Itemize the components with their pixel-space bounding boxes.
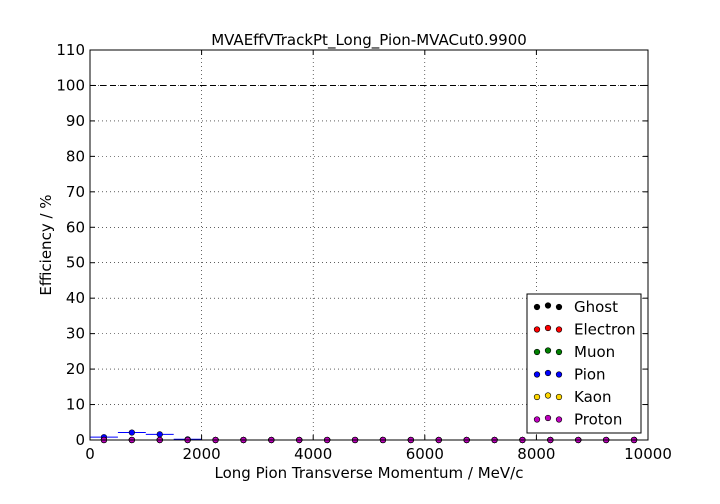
legend-label: Proton: [574, 411, 622, 429]
legend-marker: [555, 393, 563, 401]
legend-marker: [555, 371, 563, 378]
legend-marker: [544, 392, 552, 399]
legend-marker: [533, 303, 541, 311]
legend-marker: [544, 347, 552, 354]
legend-marker: [533, 326, 541, 333]
y-tick-label: 50: [66, 254, 85, 272]
y-tick-label: 20: [66, 360, 85, 378]
legend-item-muon: Muon: [533, 343, 615, 361]
data-point: [128, 429, 135, 436]
legend-marker: [555, 326, 563, 333]
y-axis-title: Efficiency / %: [37, 194, 55, 295]
x-tick-label: 2000: [183, 445, 221, 463]
legend-label: Kaon: [574, 388, 611, 406]
y-tick-label: 60: [66, 218, 85, 236]
legend-marker: [555, 348, 563, 356]
x-tick-label: 8000: [517, 445, 555, 463]
y-tick-label: 110: [56, 41, 85, 59]
x-tick-label: 4000: [294, 445, 332, 463]
y-tick-label: 90: [66, 112, 85, 130]
legend-label: Muon: [574, 343, 615, 361]
legend-label: Electron: [574, 321, 636, 339]
legend: Ghost Electron Muon Pion Kaon Proton: [526, 293, 642, 434]
y-tick-label: 80: [66, 147, 85, 165]
legend-marker: [544, 302, 552, 309]
legend-label: Pion: [574, 366, 606, 384]
legend-label: Ghost: [574, 298, 618, 316]
y-tick-label: 70: [66, 183, 85, 201]
legend-marker: [555, 303, 563, 311]
axis-ticks: 0 2000 4000 6000 8000 10000 0 10 20 30 40 50 60 70 80 9…: [56, 41, 672, 463]
y-tick-label: 100: [56, 76, 85, 94]
y-tick-label: 40: [66, 289, 85, 307]
legend-item-kaon: Kaon: [533, 388, 611, 406]
x-tick-label: 10000: [624, 445, 672, 463]
legend-marker: [544, 369, 552, 377]
data-point: [156, 431, 163, 438]
legend-marker: [544, 414, 552, 422]
legend-marker: [533, 348, 541, 356]
legend-box: [526, 293, 642, 434]
legend-item-pion: Pion: [533, 366, 606, 384]
legend-item-proton: Proton: [533, 411, 622, 429]
legend-marker: [533, 393, 541, 401]
x-axis-title: Long Pion Transverse Momentum / MeV/c: [215, 464, 524, 482]
legend-marker: [533, 371, 541, 378]
legend-marker: [555, 416, 563, 423]
y-tick-label: 0: [75, 431, 85, 449]
legend-item-ghost: Ghost: [533, 298, 618, 316]
legend-item-electron: Electron: [533, 321, 636, 339]
x-tick-label: 6000: [406, 445, 444, 463]
legend-marker: [544, 324, 552, 332]
plot-frame: [89, 49, 649, 441]
y-tick-label: 10: [66, 396, 85, 414]
legend-marker: [533, 416, 541, 423]
chart-title: MVAEffVTrackPt_Long_Pion-MVACut0.9900: [211, 31, 527, 50]
y-tick-label: 30: [66, 325, 85, 343]
x-tick-label: 0: [85, 445, 95, 463]
